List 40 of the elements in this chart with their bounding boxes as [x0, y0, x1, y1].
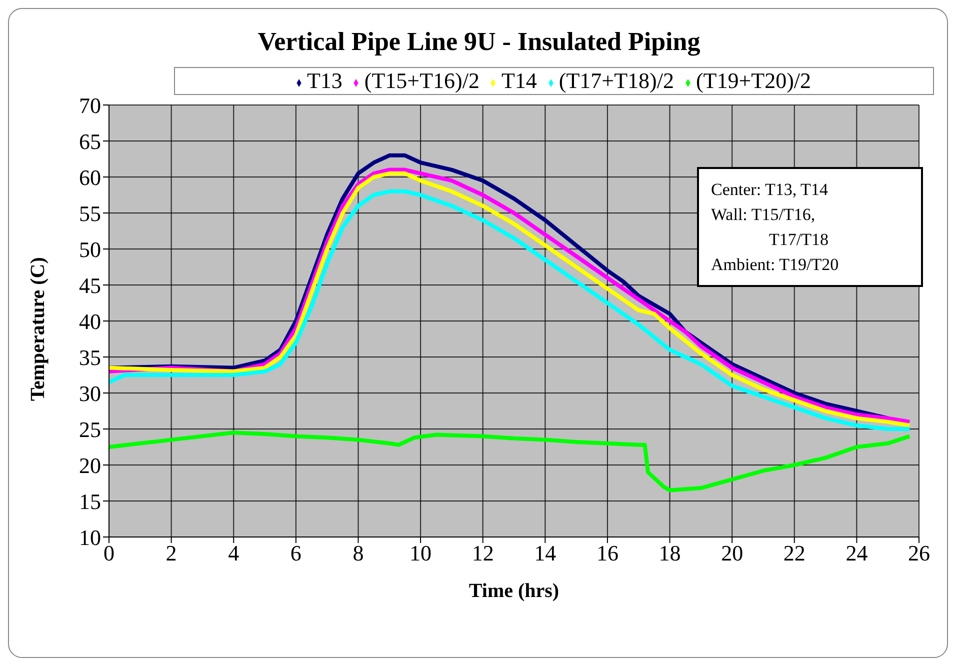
- x-tick-label: 22: [783, 540, 806, 566]
- annotation: Ambient: T19/T20: [711, 254, 840, 276]
- chart-title: Vertical Pipe Line 9U - Insulated Piping: [256, 27, 702, 57]
- x-tick-label: 26: [908, 540, 930, 566]
- x-tick-label: 0: [104, 540, 114, 566]
- y-tick-label: 35: [79, 344, 101, 370]
- annotation: Wall: T15/T16,: [711, 204, 816, 226]
- x-tick-label: 14: [534, 540, 556, 566]
- y-tick-label: 55: [79, 200, 101, 226]
- x-tick-label: 10: [410, 540, 432, 566]
- legend-label: T13: [306, 68, 342, 93]
- x-tick-label: 24: [846, 540, 868, 566]
- y-tick-label: 45: [79, 272, 101, 298]
- legend-label: (T19+T20)/2: [696, 68, 812, 93]
- x-tick-label: 8: [352, 540, 364, 566]
- y-tick-label: 50: [79, 236, 101, 262]
- x-tick-label: 20: [721, 540, 744, 566]
- x-tick-label: 12: [472, 540, 494, 566]
- line-series: [109, 430, 912, 492]
- annotation: T17/T18: [768, 229, 830, 251]
- y-tick-label: 65: [79, 128, 101, 154]
- x-tick-label: 2: [166, 540, 177, 566]
- x-axis-title: Time (hrs): [468, 580, 560, 602]
- y-tick-label: 40: [79, 308, 101, 334]
- y-tick-label: 10: [79, 524, 101, 550]
- annotation: Center: T13, T14: [711, 179, 829, 201]
- y-tick-label: 15: [79, 488, 101, 514]
- y-axis-title: Temperature (C): [27, 257, 50, 401]
- x-tick-label: 16: [596, 540, 618, 566]
- x-tick-label: 18: [658, 540, 681, 566]
- y-tick-label: 60: [79, 164, 101, 190]
- y-tick-label: 70: [79, 92, 101, 118]
- y-tick-label: 25: [79, 416, 101, 442]
- legend-label: (T17+T18)/2: [558, 68, 674, 93]
- y-tick-label: 20: [79, 452, 101, 478]
- legend-label: (T15+T16)/2: [364, 68, 480, 93]
- x-tick-label: 4: [228, 540, 240, 566]
- x-tick-label: 6: [290, 540, 302, 566]
- legend-label: T14: [501, 68, 537, 93]
- y-tick-label: 30: [79, 380, 101, 406]
